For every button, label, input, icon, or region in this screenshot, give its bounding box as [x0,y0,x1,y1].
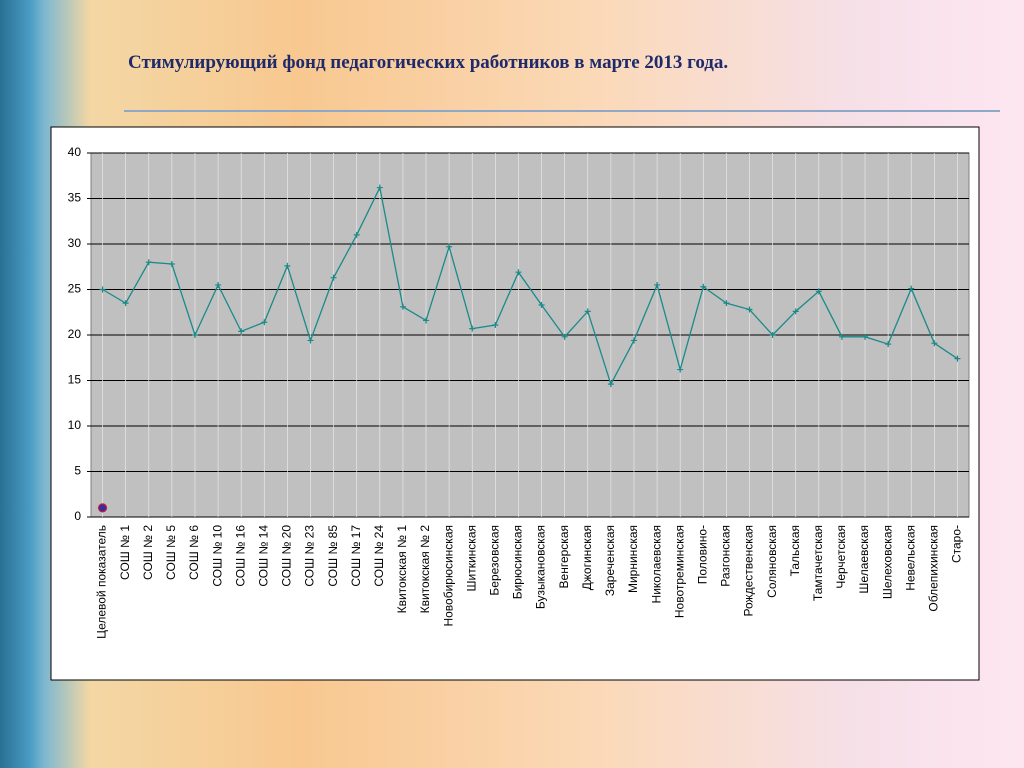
x-tick-label: Николаевская [649,525,663,603]
point-marker [261,319,268,326]
point-marker [792,308,799,315]
x-tick-label: Шелаевская [857,525,871,594]
x-tick-label: Рождественская [742,525,756,616]
point-marker [862,333,869,340]
point-marker [746,306,753,313]
x-tick-label: Новобирюсинская [441,525,455,627]
x-tick-label: СОШ № 17 [349,525,363,587]
y-tick-label: 35 [68,191,82,205]
point-marker [769,332,776,338]
x-tick-label: Невельская [903,525,917,591]
x-tick-label: Зареченская [603,525,617,596]
x-tick-label: Шиткинская [464,525,478,591]
point-marker [238,328,245,335]
series-line [102,185,958,386]
y-tick-label: 40 [68,145,82,159]
point-marker [215,281,222,288]
x-tick-label: Тамтачетская [811,525,825,601]
x-tick-label: Венгерская [557,525,571,588]
x-tick-label: СОШ № 2 [141,525,155,580]
x-tick-label: Соляновская [765,525,779,598]
x-tick-label: Квитокская № 2 [418,525,432,614]
x-tick-label: Тальская [788,525,802,576]
point-marker [630,337,637,344]
point-marker [700,283,707,290]
x-tick-label: Разгонская [719,525,733,587]
point-marker [307,337,314,344]
x-tick-label: Целевой показатель [95,525,109,639]
title-rule [124,110,1000,112]
point-marker [908,285,915,292]
point-marker [97,503,108,513]
x-tick-label: СОШ № 20 [280,525,294,587]
y-tick-label: 15 [68,373,82,387]
x-tick-label: Мирнинская [626,525,640,593]
point-marker [191,332,198,338]
point-marker [145,259,152,266]
x-tick-label: СОШ № 24 [372,525,386,587]
point-marker [376,184,383,191]
point-marker [515,269,522,276]
slide-title: Стимулирующий фонд педагогических работн… [128,52,729,73]
point-marker [677,366,684,373]
point-marker [607,381,614,388]
point-marker [492,321,499,328]
point-marker [168,261,175,268]
x-tick-label: СОШ № 85 [326,525,340,587]
point-marker [584,308,591,315]
point-marker [838,333,845,340]
point-marker [931,340,938,347]
point-marker [561,333,568,340]
x-tick-label: Старо- [950,525,964,563]
point-marker [469,325,476,332]
x-tick-label: Половино- [695,525,709,584]
x-tick-label: Черчетская [834,525,848,589]
x-tick-label: Облепихинская [927,525,941,612]
point-marker [284,262,291,269]
point-marker [423,317,430,324]
x-tick-label: Квитокская № 1 [395,525,409,614]
point-marker [353,231,360,238]
point-marker [723,300,730,307]
point-marker [954,355,961,362]
y-tick-label: 0 [74,509,81,523]
y-tick-label: 10 [68,418,82,432]
point-marker [885,341,892,348]
x-tick-label: СОШ № 23 [303,525,317,587]
point-marker [99,286,106,293]
point-marker [538,301,545,308]
point-marker [815,288,822,295]
x-tick-label: Бирюсинская [511,525,525,599]
point-marker [654,281,661,288]
x-tick-label: СОШ № 5 [164,525,178,580]
y-tick-label: 5 [74,464,81,478]
x-tick-label: Новотреминская [672,525,686,618]
x-tick-label: СОШ № 16 [233,525,247,587]
x-tick-label: СОШ № 14 [256,525,270,587]
y-tick-label: 20 [68,327,82,341]
point-marker [446,243,453,250]
x-tick-label: Бузыкановская [534,525,548,609]
x-tick-label: Березовская [488,525,502,596]
y-tick-label: 30 [68,236,82,250]
x-tick-label: Джогинская [580,525,594,590]
point-marker [330,274,337,281]
x-tick-label: СОШ № 10 [210,525,224,587]
x-tick-label: Шелеховская [880,525,894,599]
point-marker [122,300,129,307]
x-tick-label: СОШ № 1 [118,525,132,580]
y-tick-label: 25 [68,282,82,296]
x-tick-label: СОШ № 6 [187,525,201,580]
point-marker [399,303,406,310]
